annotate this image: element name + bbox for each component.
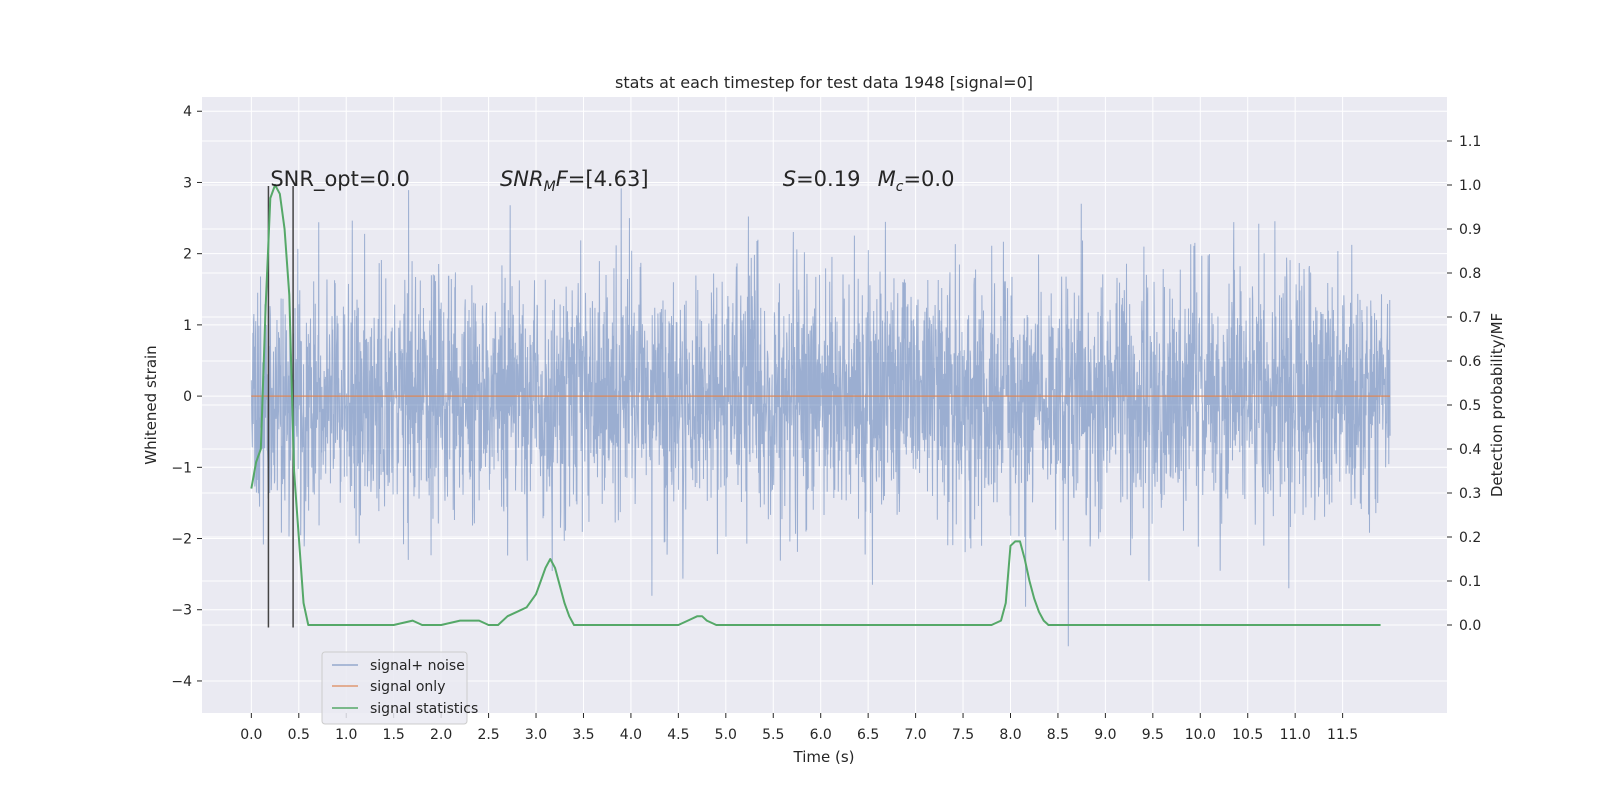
y-tick-label: −1: [171, 460, 192, 476]
legend: signal+ noise signal only signal statist…: [321, 651, 478, 725]
x-tick-label: 10.5: [1232, 727, 1263, 743]
y-tick-label: −3: [171, 603, 192, 619]
legend-box: [321, 651, 468, 725]
x-tick-label: 3.0: [525, 727, 547, 743]
y2-tick-label: 0.3: [1459, 486, 1481, 502]
annotation-0: SNR_opt=0.0: [270, 167, 410, 192]
legend-label-signal-only: signal only: [370, 679, 445, 695]
y-tick-label: 2: [183, 247, 192, 263]
x-tick-label: 8.0: [999, 727, 1021, 743]
y2-tick-label: 0.1: [1459, 574, 1481, 590]
y2-ticks: 0.0 0.1 0.2 0.3 0.4 0.5 0.6 0.7 0.8 0.9 1.0 1.1: [1447, 134, 1481, 634]
x-tick-label: 3.5: [572, 727, 594, 743]
x-tick-label: 5.0: [715, 727, 737, 743]
x-tick-label: 9.5: [1142, 727, 1164, 743]
series-signal-plus-noise: [250, 188, 1391, 647]
y2-axis-label: Detection probability/MF: [1488, 313, 1506, 497]
y2-tick-label: 0.0: [1459, 618, 1481, 634]
x-tick-label: 8.5: [1047, 727, 1069, 743]
y2-tick-label: 1.1: [1459, 134, 1481, 150]
signal-statistics-line: [250, 184, 1381, 626]
x-tick-label: 6.5: [857, 727, 879, 743]
x-tick-label: 1.5: [383, 727, 405, 743]
series-lines: [250, 184, 1391, 628]
x-tick-label: 0.0: [240, 727, 262, 743]
noise-trace: [250, 188, 1391, 647]
y-tick-label: −2: [171, 532, 192, 548]
x-tick-label: 11.0: [1280, 727, 1311, 743]
x-ticks: 0.0 0.5 1.0 1.5 2.0 2.5 3.0 3.5 4.0 4.5 5.0 5.5 6.0 6…: [240, 713, 1358, 743]
x-tick-label: 2.5: [477, 727, 499, 743]
x-tick-label: 9.0: [1094, 727, 1116, 743]
y2-tick-label: 0.7: [1459, 310, 1481, 326]
x-tick-label: 11.5: [1327, 727, 1358, 743]
y2-tick-label: 1.0: [1459, 178, 1481, 194]
y2-tick-label: 0.5: [1459, 398, 1481, 414]
x-tick-label: 10.0: [1185, 727, 1216, 743]
legend-label-signal-plus-noise: signal+ noise: [370, 658, 465, 674]
y2-tick-label: 0.9: [1459, 222, 1481, 238]
annotation-3: Mc=0.0: [878, 167, 955, 195]
x-axis-label: Time (s): [793, 748, 855, 766]
x-tick-label: 7.5: [952, 727, 974, 743]
x-tick-label: 7.0: [904, 727, 926, 743]
x-tick-label: 4.5: [667, 727, 689, 743]
annotation-2: S=0.19: [783, 167, 861, 191]
y-tick-label: 0: [183, 389, 192, 405]
y2-tick-label: 0.4: [1459, 442, 1481, 458]
y-axis-label: Whitened strain: [142, 345, 160, 464]
y-tick-label: 1: [183, 318, 192, 334]
x-tick-label: 6.0: [810, 727, 832, 743]
y-tick-label: 4: [183, 104, 192, 120]
x-tick-label: 2.0: [430, 727, 452, 743]
annotation-1: SNRMF=[4.63]: [500, 167, 649, 195]
y2-tick-label: 0.8: [1459, 266, 1481, 282]
annotations: SNR_opt=0.0 SNRMF=[4.63] S=0.19 Mc=0.0: [270, 167, 954, 195]
x-tick-label: 4.0: [620, 727, 642, 743]
y-tick-label: 3: [183, 175, 192, 191]
y-ticks: −4 −3 −2 −1 0 1 2 3 4: [171, 104, 202, 690]
x-tick-label: 0.5: [288, 727, 310, 743]
legend-label-signal-statistics: signal statistics: [370, 701, 478, 717]
x-tick-label: 1.0: [335, 727, 357, 743]
y2-tick-label: 0.6: [1459, 354, 1481, 370]
y2-tick-label: 0.2: [1459, 530, 1481, 546]
y-tick-label: −4: [171, 674, 192, 690]
chart-title: stats at each timestep for test data 194…: [615, 73, 1033, 92]
x-tick-label: 5.5: [762, 727, 784, 743]
